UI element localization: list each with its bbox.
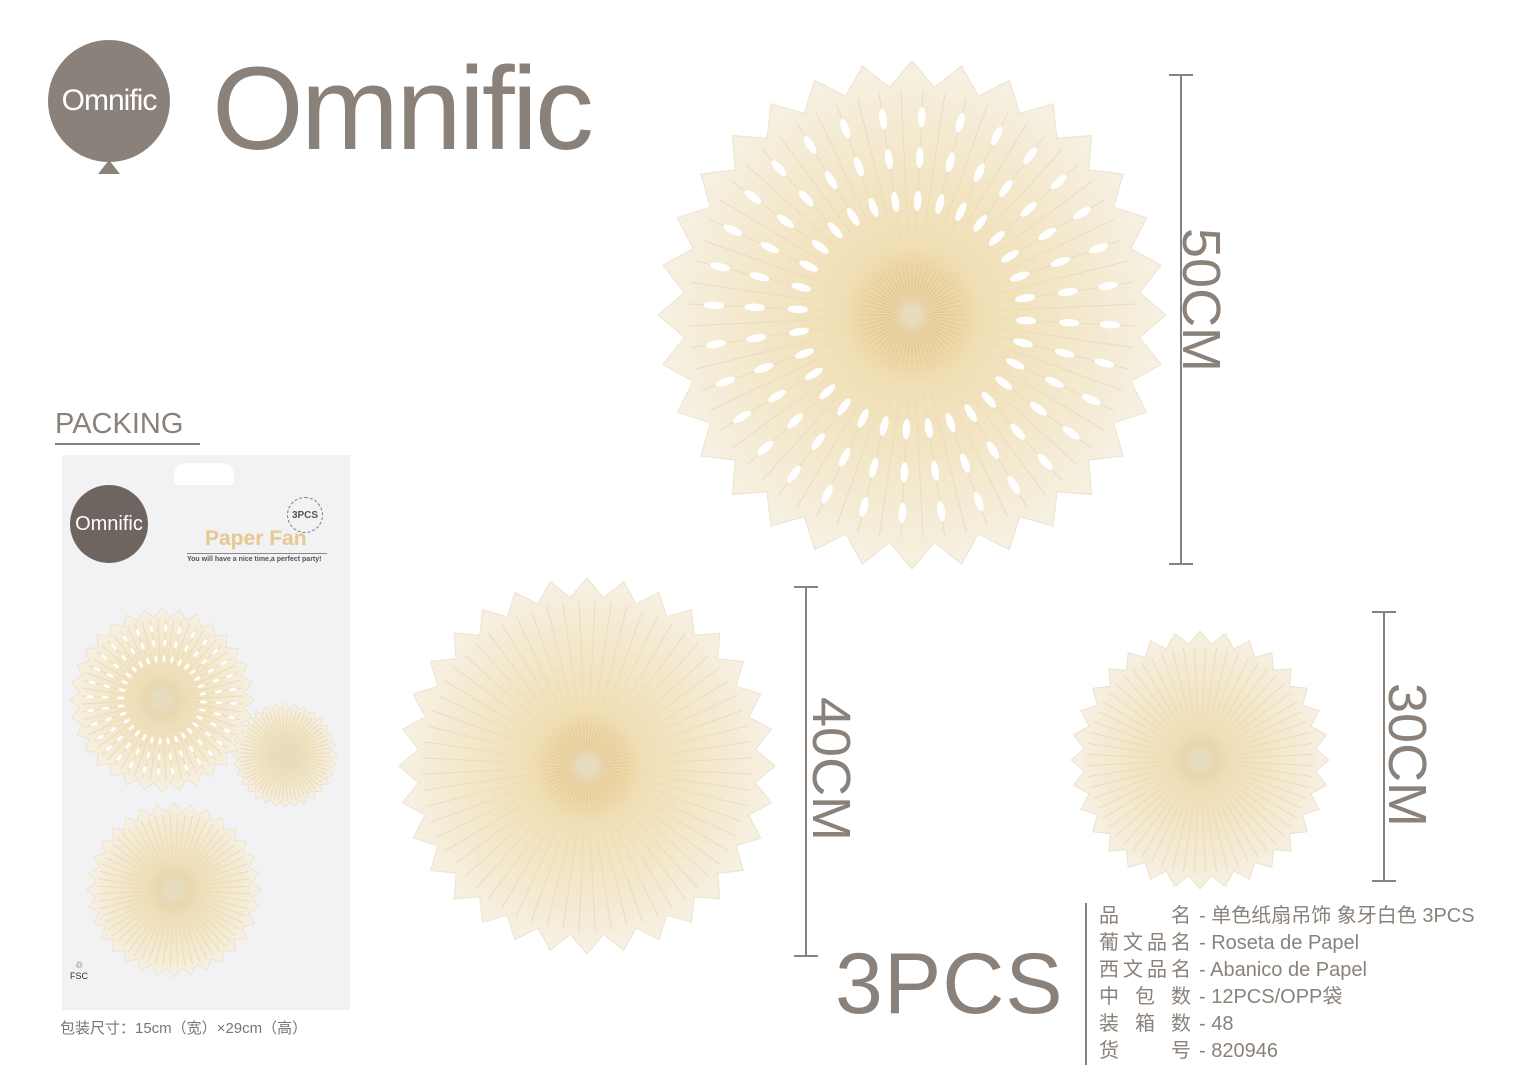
brand-logo: Omnific [48, 40, 170, 162]
card-title: Paper Fan [205, 527, 307, 550]
logo-balloon-tail [98, 160, 120, 174]
spec-row: 货号 - 820946 [1099, 1040, 1278, 1062]
dimension-line-30 [1383, 612, 1385, 882]
quantity-label: 3PCS [835, 936, 1064, 1032]
spec-row: 装箱数 - 48 [1099, 1013, 1234, 1035]
spec-row: 品名 - 单色纸扇吊饰 象牙白色 3PCS [1099, 905, 1475, 927]
fan-40cm [398, 577, 776, 955]
size-label-40: 40CM [801, 697, 861, 842]
card-logo: Omnific [70, 485, 148, 563]
card-fan-small [232, 702, 338, 808]
fan-50cm [657, 60, 1167, 570]
dimension-line-40 [805, 587, 807, 957]
packing-heading: PACKING [55, 408, 200, 445]
card-logo-text: Omnific [75, 512, 143, 535]
spec-list: 品名 - 单色纸扇吊饰 象牙白色 3PCS 葡文品名 - Roseta de Pap… [1085, 903, 1475, 1065]
brand-name: Omnific [212, 43, 594, 175]
spec-row: 西文品名 - Abanico de Papel [1099, 959, 1367, 981]
fan-30cm [1070, 630, 1330, 890]
package-size-caption: 包装尺寸：15cm（宽）×29cm（高） [60, 1020, 308, 1037]
spec-row: 中包数 - 12PCS/OPP袋 [1099, 986, 1343, 1008]
card-badge: 3PCS [287, 497, 323, 533]
spec-row: 葡文品名 - Roseta de Papel [1099, 932, 1360, 954]
dimension-line-50 [1180, 75, 1182, 565]
package-card: Omnific 3PCS Paper Fan You will have a n… [62, 455, 350, 1010]
hang-hole [174, 463, 234, 485]
fsc-logo: ♲ FSC [70, 960, 88, 981]
size-label-50: 50CM [1171, 228, 1231, 373]
size-label-30: 30CM [1377, 683, 1437, 828]
card-tagline: You will have a nice time,a perfect part… [187, 553, 327, 563]
card-fan-large [69, 607, 255, 793]
logo-text: Omnific [61, 84, 158, 117]
card-fan-medium [86, 802, 262, 978]
